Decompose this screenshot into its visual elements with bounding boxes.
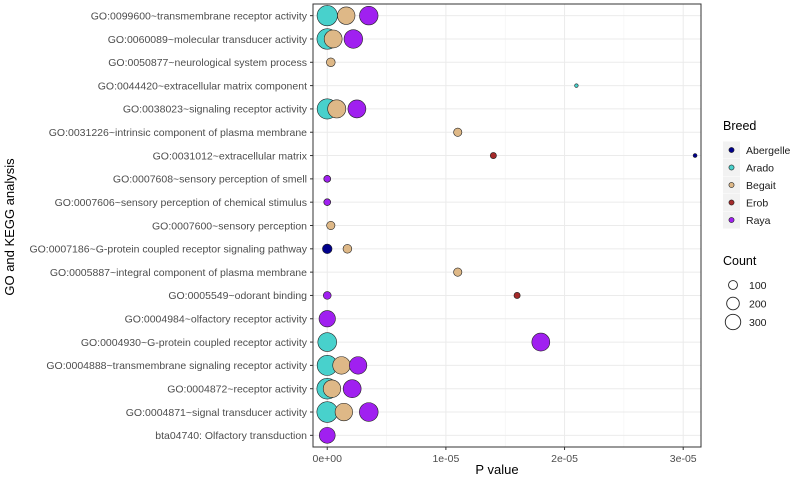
legend-label: Arado: [746, 162, 774, 174]
point-raya: [318, 427, 336, 444]
point-raya: [323, 175, 331, 183]
y-tick-labels: GO:0099600~transmembrane receptor activi…: [29, 10, 307, 442]
legend-label: Erob: [746, 197, 768, 209]
point-abergelle: [692, 153, 698, 158]
y-axis-title: GO and KEGG analysis: [2, 158, 17, 296]
legend-count: Count 100 200 300: [723, 254, 767, 331]
point-erob: [513, 292, 521, 299]
point-begait: [453, 127, 463, 137]
y-tick-label: bta04740: Olfactory transduction: [155, 430, 307, 442]
point-raya: [359, 402, 379, 422]
point-abergelle: [322, 243, 333, 254]
legend-swatch-arado: [728, 164, 735, 171]
point-begait: [322, 379, 342, 398]
legend-size-swatch: [728, 280, 738, 290]
point-begait: [337, 6, 356, 25]
point-begait: [334, 402, 353, 422]
data-points: [316, 5, 698, 444]
y-tick-label: GO:0007186~G-protein coupled receptor si…: [29, 244, 307, 256]
y-tick-marks: [310, 15, 313, 436]
legend-size-label: 200: [749, 298, 767, 310]
x-tick-labels: 0e+00 1e-05 2e-05 3e-05: [312, 453, 696, 465]
point-raya: [349, 356, 368, 375]
point-arado: [574, 83, 579, 88]
point-raya: [318, 310, 336, 328]
y-tick-label: GO:0007600~sensory perception: [152, 220, 307, 232]
legend-size-swatch: [724, 313, 742, 331]
point-arado: [316, 401, 338, 423]
point-begait: [453, 267, 463, 277]
point-begait: [326, 221, 336, 230]
point-begait: [342, 244, 353, 254]
legend-label: Abergelle: [746, 145, 791, 157]
point-arado: [317, 332, 337, 352]
point-raya: [359, 6, 379, 26]
y-tick-label: GO:0038023~signaling receptor activity: [123, 104, 308, 116]
legend-swatch-erob: [728, 199, 735, 206]
grid: [313, 4, 701, 447]
x-tick-label: 1e-05: [432, 453, 459, 465]
x-tick-marks: [326, 447, 684, 450]
point-arado: [316, 5, 338, 27]
legend-swatch-abergelle: [728, 147, 735, 153]
y-tick-label: GO:0005887~integral component of plasma …: [50, 267, 307, 279]
point-raya: [323, 291, 332, 300]
legend-size-swatch: [726, 296, 740, 311]
point-begait: [326, 57, 336, 67]
y-tick-label: GO:0050877~neurological system process: [108, 57, 307, 69]
x-tick-label: 0e+00: [312, 453, 342, 465]
y-tick-label: GO:0004984~olfactory receptor activity: [125, 314, 308, 326]
y-tick-label: GO:0031226~intrinsic component of plasma…: [49, 127, 307, 139]
point-begait: [327, 99, 347, 119]
legend-swatch-begait: [728, 182, 735, 188]
legend-breed: Breed Abergelle Arado Begait Erob Raya: [723, 119, 791, 229]
y-tick-label: GO:0007606~sensory perception of chemica…: [55, 197, 307, 209]
y-tick-label: GO:0004872~receptor activity: [167, 384, 308, 396]
y-tick-label: GO:0099600~transmembrane receptor activi…: [91, 10, 308, 22]
y-tick-label: GO:0004871~signal transducer activity: [126, 407, 308, 419]
y-tick-label: GO:0044420~extracellular matrix componen…: [98, 80, 307, 92]
y-tick-label: GO:0031012~extracellular matrix: [153, 150, 308, 162]
x-tick-label: 3e-05: [670, 453, 697, 465]
point-begait: [332, 356, 351, 375]
point-erob: [489, 152, 497, 159]
legend-label: Raya: [746, 215, 771, 227]
y-tick-label: GO:0007608~sensory perception of smell: [113, 174, 307, 186]
point-raya: [342, 379, 362, 398]
legend-size-label: 300: [749, 317, 767, 329]
y-tick-label: GO:0005549~odorant binding: [168, 290, 307, 302]
x-tick-label: 2e-05: [551, 453, 578, 465]
point-begait: [323, 29, 343, 49]
x-axis-title: P value: [475, 462, 518, 477]
y-tick-label: GO:0060089~molecular transducer activity: [108, 34, 308, 46]
point-raya: [323, 198, 331, 206]
legend-breed-title: Breed: [723, 119, 756, 133]
y-tick-label: GO:0004888~transmembrane signaling recep…: [46, 360, 307, 372]
y-tick-label: GO:0004930~G-protein coupled receptor ac…: [81, 337, 308, 349]
point-raya: [347, 99, 367, 119]
legend-count-title: Count: [723, 254, 757, 268]
legend-size-label: 100: [749, 280, 767, 292]
legend-swatch-raya: [728, 217, 735, 223]
point-raya: [343, 29, 363, 49]
legend-label: Begait: [746, 180, 776, 192]
point-raya: [531, 332, 551, 352]
